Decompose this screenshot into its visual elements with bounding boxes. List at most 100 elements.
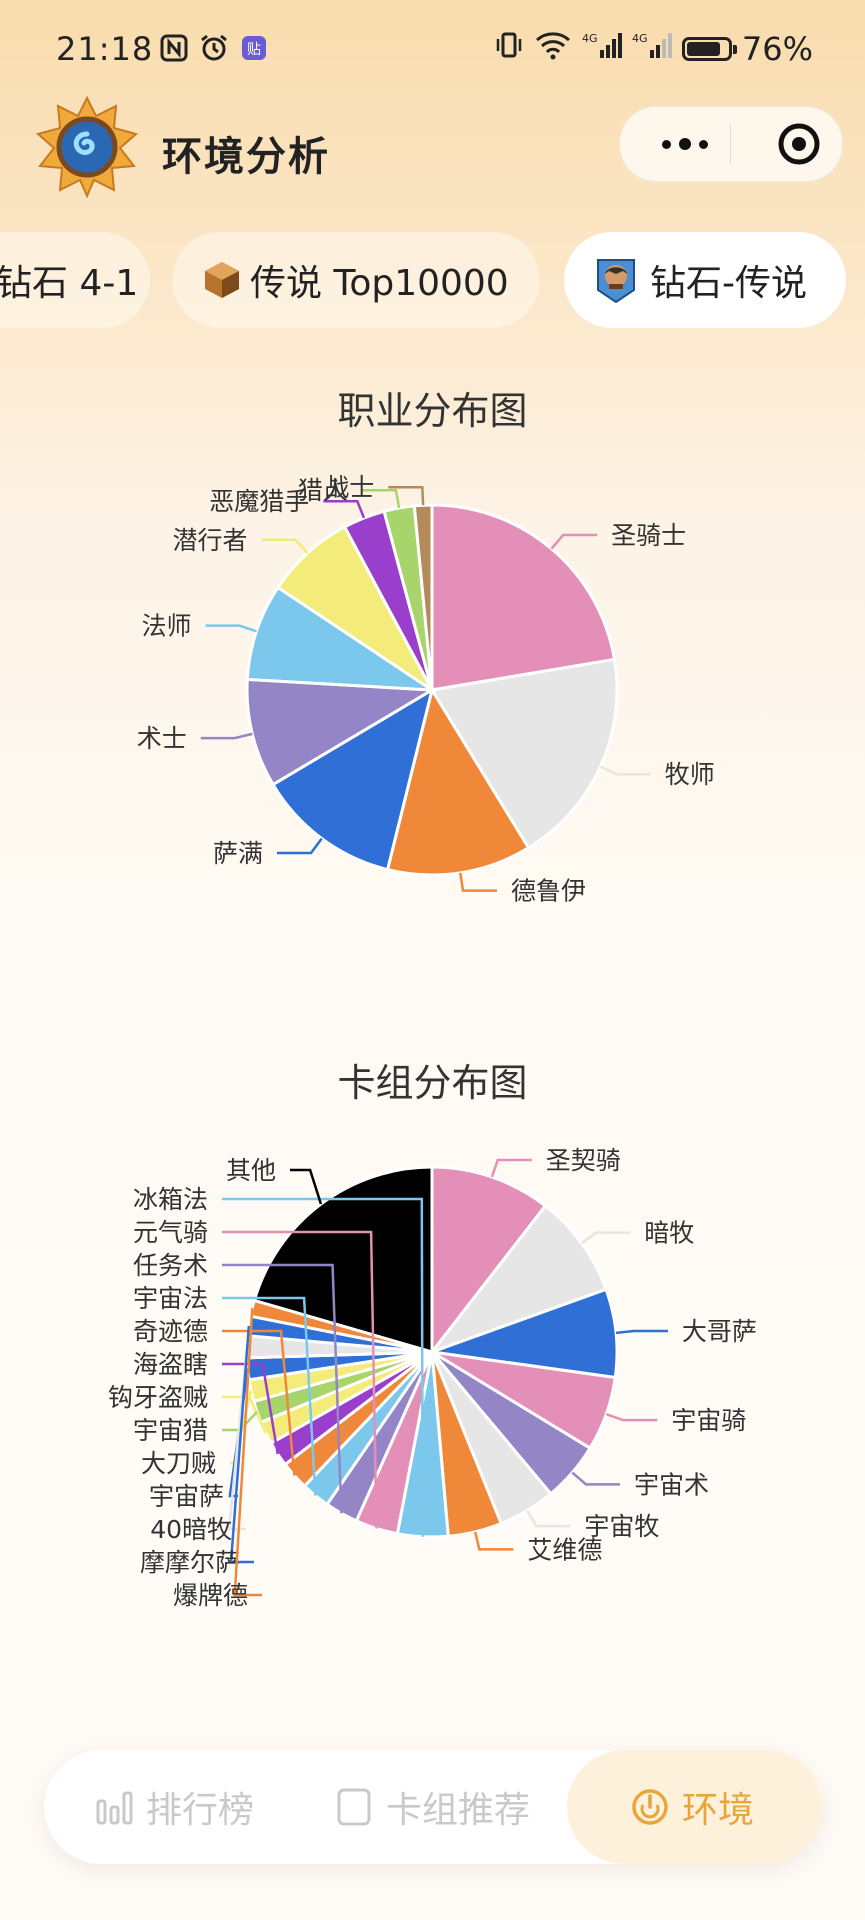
- pie-label-line-deck-8: [222, 1230, 378, 1529]
- pie-label-line-deck-2: [615, 1329, 668, 1335]
- battery-icon: [681, 37, 737, 61]
- pie-label-class-3: 萨满: [213, 839, 263, 868]
- pie-label-line-deck-11: [222, 1329, 296, 1476]
- signal-4g-icon: 4G: [582, 30, 622, 68]
- pie-label-line-class-0: [550, 533, 598, 550]
- pie-label-class-1: 牧师: [665, 760, 715, 789]
- pie-slice-class-5: [245, 585, 438, 692]
- deck-distribution-title: 卡组分布图: [337, 1061, 528, 1105]
- nav-item-deck-recommend[interactable]: 卡组推荐: [334, 1750, 530, 1864]
- pie-slice-class-0: [430, 503, 617, 692]
- tab-legend-top10000[interactable]: 传说 Top10000: [172, 232, 540, 328]
- pie-label-deck-5: 宇宙牧: [584, 1512, 659, 1541]
- nav-label: 环境: [682, 1790, 755, 1831]
- pie-label-class-7: 恶魔猎手: [209, 487, 309, 516]
- rank-filter-tabs: 钻石 4-1 传说 Top10000 钻石-传说: [0, 232, 865, 328]
- pie-label-line-deck-4: [571, 1471, 620, 1486]
- bottom-navigation: 排行榜 卡组推荐 环境: [44, 1750, 822, 1864]
- nav-label: 卡组推荐: [386, 1790, 531, 1831]
- pie-label-class-5: 法师: [141, 612, 191, 641]
- battery-percent: 76%: [741, 30, 813, 68]
- status-notification-icons: 贴: [158, 32, 270, 64]
- vibrate-icon: [494, 30, 524, 68]
- pie-label-deck-17: 40暗牧: [150, 1515, 232, 1544]
- pie-label-deck-15: 大刀贼: [141, 1449, 216, 1478]
- status-right-icons: 4G 4G 76%: [494, 30, 813, 68]
- pie-label-line-deck-10: [222, 1296, 317, 1496]
- pie-label-class-0: 圣骑士: [611, 521, 686, 550]
- page-title: 环境分析: [162, 134, 330, 180]
- pie-label-line-deck-17: [227, 1346, 249, 1531]
- pie-label-line-deck-18: [229, 1325, 254, 1564]
- pie-label-line-class-3: [277, 837, 323, 855]
- pie-label-deck-20: 其他: [226, 1156, 276, 1185]
- pie-slice-class-3: [270, 686, 435, 872]
- nav-label: 排行榜: [146, 1790, 255, 1831]
- legend-rank-gem-icon: [202, 260, 242, 300]
- nav-item-leaderboard[interactable]: 排行榜: [94, 1750, 254, 1864]
- pie-label-deck-16: 宇宙萨: [149, 1482, 224, 1511]
- close-miniprogram-button[interactable]: [776, 121, 822, 167]
- pie-label-line-deck-6: [473, 1531, 514, 1551]
- pie-slice-deck-20: [252, 1165, 434, 1354]
- tab-diamond-legend[interactable]: 钻石-传说: [564, 232, 846, 328]
- pie-label-deck-0: 圣契骑: [546, 1146, 621, 1175]
- svg-text:贴: 贴: [247, 42, 261, 58]
- pie-slice-class-6: [275, 524, 434, 692]
- pie-label-class-4: 术士: [137, 724, 187, 753]
- pie-label-line-deck-12: [222, 1362, 279, 1455]
- pie-label-class-9: 战士: [324, 473, 374, 502]
- pie-label-line-class-9: [388, 485, 425, 506]
- more-button[interactable]: [640, 107, 730, 181]
- pie-label-deck-7: 冰箱法: [133, 1185, 208, 1214]
- svg-text:4G: 4G: [632, 32, 648, 45]
- tab-label: 钻石 4-1: [0, 263, 139, 304]
- pie-label-deck-9: 任务术: [133, 1251, 208, 1280]
- pie-label-deck-18: 摩摩尔萨: [140, 1548, 240, 1577]
- pie-label-deck-6: 艾维德: [527, 1535, 602, 1564]
- pie-label-line-deck-3: [605, 1412, 658, 1422]
- pie-label-class-2: 德鲁伊: [511, 877, 586, 906]
- target-icon: [778, 123, 820, 165]
- pie-label-line-deck-20: [290, 1168, 323, 1205]
- pie-label-line-deck-7: [222, 1197, 424, 1537]
- tab-label: 钻石-传说: [650, 263, 807, 304]
- pie-slice-class-1: [429, 657, 619, 850]
- svg-text:4G: 4G: [582, 32, 598, 45]
- pie-label-line-class-1: [599, 765, 651, 776]
- pie-label-line-class-5: [205, 624, 257, 633]
- tab-diamond-4-1[interactable]: 钻石 4-1: [0, 232, 150, 328]
- nfc-icon: [158, 32, 190, 64]
- pie-label-line-deck-19: [233, 1308, 262, 1597]
- wifi-icon: [534, 30, 572, 68]
- class-distribution-title: 职业分布图: [337, 389, 528, 433]
- mini-program-capsule: [619, 106, 843, 182]
- pie-slice-class-4: [245, 677, 437, 787]
- nav-active-highlight: [567, 1750, 822, 1864]
- pie-label-deck-4: 宇宙术: [634, 1470, 709, 1499]
- meta-power-icon: [630, 1787, 670, 1827]
- pie-label-class-6: 潜行者: [172, 526, 247, 555]
- pie-label-line-class-6: [261, 538, 309, 554]
- header: 环境分析: [0, 92, 865, 202]
- pie-label-deck-2: 大哥萨: [682, 1317, 757, 1346]
- bar-chart-icon: [94, 1787, 134, 1827]
- status-bar: 21:18 贴 4G 4G 76%: [0, 0, 865, 100]
- pie-label-deck-8: 元气骑: [133, 1218, 208, 1247]
- pie-label-class-8: 猎人: [298, 476, 348, 505]
- pie-label-line-deck-9: [222, 1263, 343, 1514]
- pie-label-line-deck-5: [526, 1509, 571, 1528]
- pie-label-line-class-8: [361, 488, 401, 509]
- pie-label-line-class-7: [323, 499, 366, 519]
- capsule-divider: [730, 125, 731, 163]
- pie-label-deck-10: 宇宙法: [133, 1284, 208, 1313]
- status-time: 21:18: [56, 30, 154, 68]
- nav-item-meta[interactable]: 环境: [630, 1750, 754, 1864]
- pie-slice-deck-0: [430, 1165, 548, 1357]
- pie-label-deck-12: 海盗瞎: [133, 1350, 208, 1379]
- diamond-rank-avatar-icon: [590, 254, 642, 306]
- pie-label-line-class-4: [200, 732, 253, 740]
- pie-label-deck-3: 宇宙骑: [671, 1406, 746, 1435]
- pie-label-line-class-2: [459, 872, 497, 892]
